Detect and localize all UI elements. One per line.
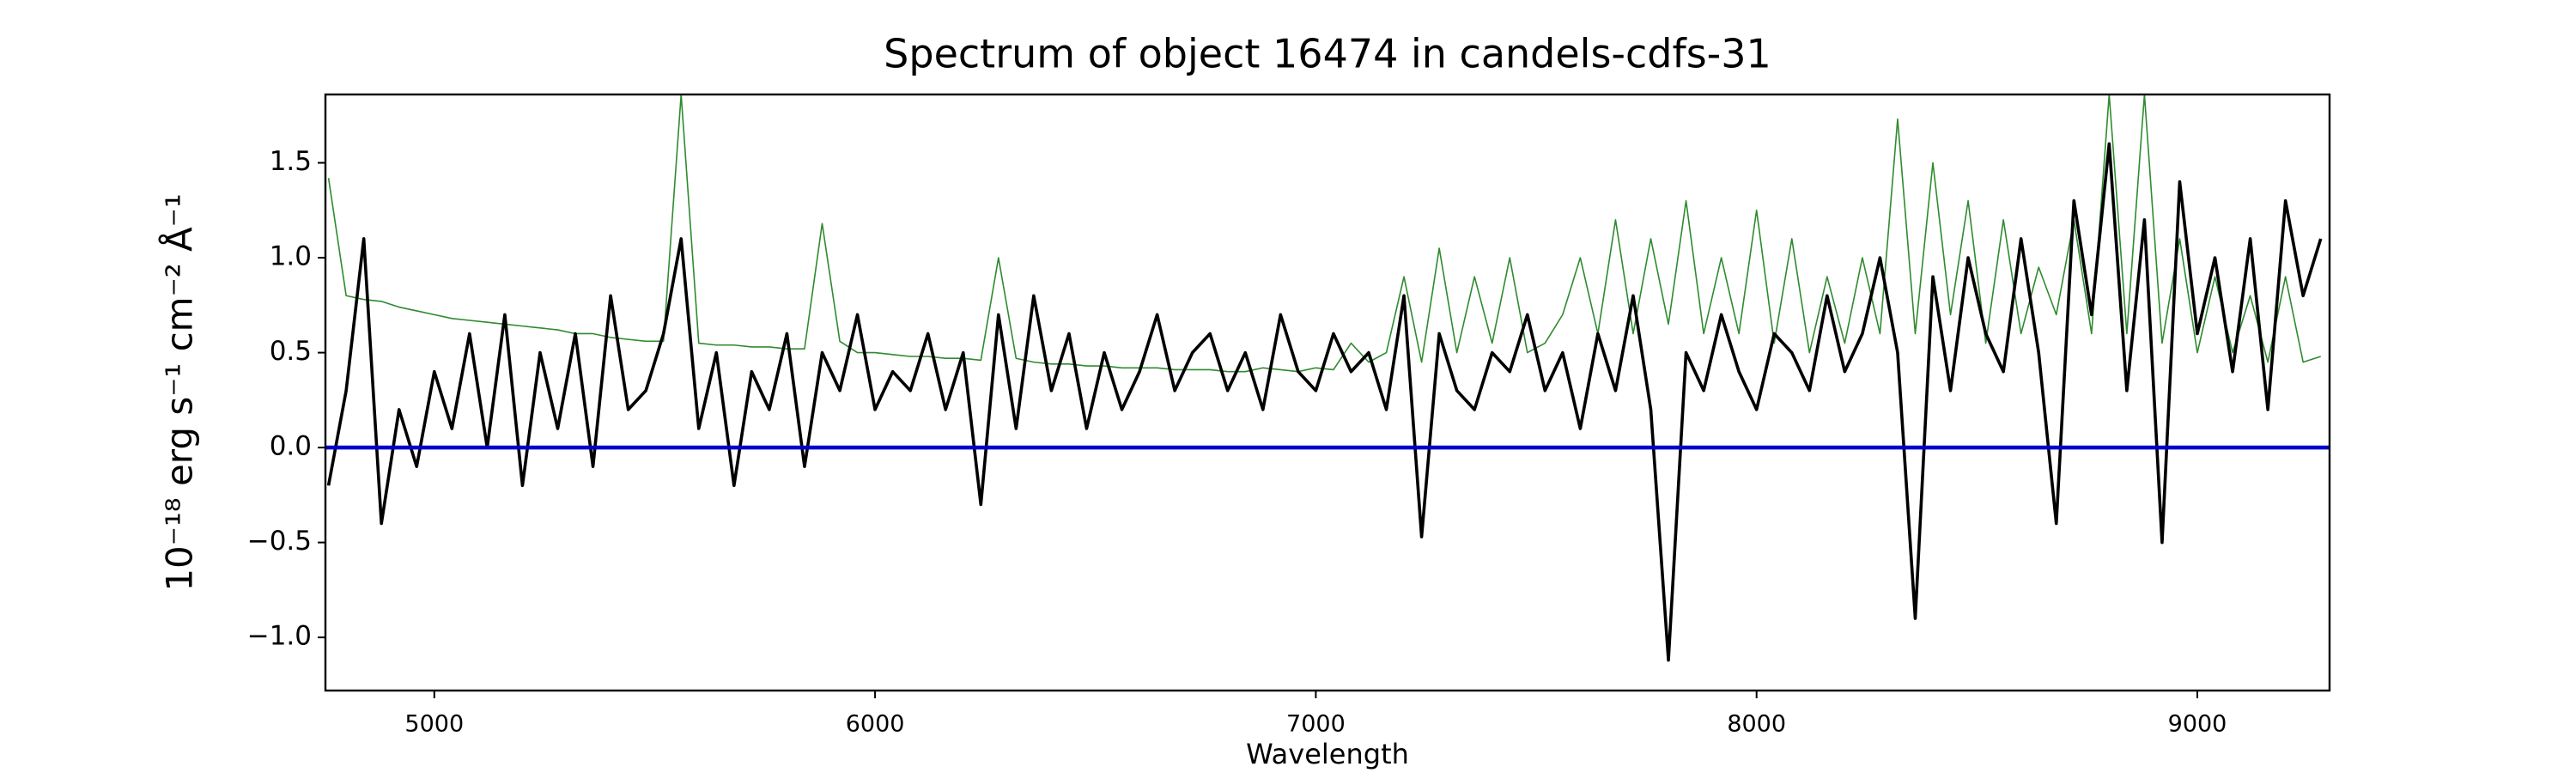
y-tick-label: 0.5 — [270, 336, 312, 367]
y-tick-label: 0.0 — [270, 431, 312, 462]
x-tick-label: 6000 — [846, 711, 905, 738]
y-axis-label: 10⁻¹⁸ erg s⁻¹ cm⁻² Å⁻¹ — [158, 193, 201, 591]
y-tick-label: 1.0 — [270, 241, 312, 272]
y-tick-label: −0.5 — [247, 526, 312, 557]
x-tick-label: 5000 — [404, 711, 464, 738]
series-line — [327, 94, 2321, 373]
x-axis-label: Wavelength — [1246, 738, 1409, 770]
plot-frame — [324, 93, 2331, 692]
x-tick-label: 9000 — [2168, 711, 2227, 738]
y-tick-label: −1.0 — [247, 621, 312, 652]
x-tick-label: 8000 — [1727, 711, 1786, 738]
series-line — [326, 142, 2323, 662]
chart-title: Spectrum of object 16474 in candels-cdfs… — [884, 31, 1771, 77]
plot-lines — [325, 94, 2330, 662]
y-tick-label: 1.5 — [270, 146, 312, 177]
x-tick-label: 7000 — [1286, 711, 1346, 738]
